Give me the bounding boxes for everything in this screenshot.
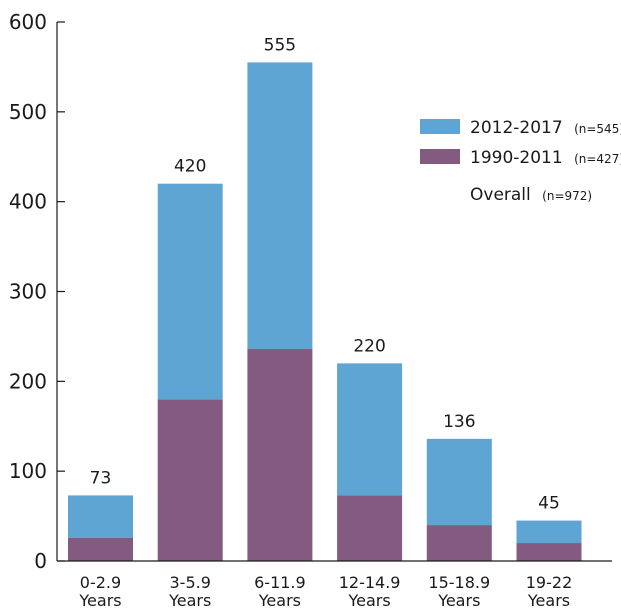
data-label-0-2-9: 73 [90, 468, 112, 488]
x-tick-label-line: Years [78, 591, 121, 610]
legend-entry-1990-2011: 1990-2011 (n=427) [470, 148, 621, 168]
x-tick-label-15-18-9: 15-18.9 Years [428, 573, 490, 610]
x-tick-label-line: 3-5.9 [169, 573, 210, 592]
bar-1990-2011-15-18-9 [426, 525, 492, 561]
bars [68, 62, 582, 561]
x-tick-label-line: 19-22 [526, 573, 573, 592]
data-labels: 73 420 555 220 136 45 [90, 35, 560, 513]
x-tick-label-line: Years [168, 591, 211, 610]
bar-2012-2017-19-22 [516, 520, 582, 544]
bar-2012-2017-0-2-9 [68, 495, 133, 538]
data-label-6-11-9: 555 [264, 35, 296, 55]
legend: 2012-2017 (n=545) 1990-2011 (n=427) Over… [420, 118, 621, 205]
bar-2012-2017-12-14-9 [337, 363, 403, 496]
legend-n-1990-2011: (n=427) [574, 152, 621, 166]
x-tick-label-line: Years [347, 591, 390, 610]
bar-1990-2011-6-11-9 [247, 348, 313, 561]
x-tick-label-6-11-9: 6-11.9 Years [254, 573, 306, 610]
x-tick-label-line: 15-18.9 [428, 573, 490, 592]
x-tick-label-line: 6-11.9 [254, 573, 306, 592]
y-tick-label-600: 600 [9, 10, 47, 34]
y-tick-label-100: 100 [9, 459, 47, 483]
bar-1990-2011-12-14-9 [337, 495, 403, 561]
legend-entry-overall: Overall (n=972) [470, 185, 592, 205]
bar-2012-2017-3-5-9 [157, 183, 223, 400]
data-label-15-18-9: 136 [443, 412, 475, 432]
legend-entry-2012-2017: 2012-2017 (n=545) [470, 118, 621, 138]
y-tick-label-400: 400 [9, 190, 47, 214]
x-tick-label-line: Years [527, 591, 570, 610]
bar-1990-2011-19-22 [516, 543, 582, 561]
x-tick-label-line: Years [437, 591, 480, 610]
bar-2012-2017-6-11-9 [247, 62, 313, 349]
x-tick-label-line: 12-14.9 [339, 573, 401, 592]
y-axis: 0 100 200 300 400 500 600 [9, 10, 65, 573]
legend-label-2012-2017: 2012-2017 [470, 118, 563, 138]
bar-2012-2017-15-18-9 [426, 438, 492, 526]
x-tick-label-line: 0-2.9 [80, 573, 121, 592]
data-label-12-14-9: 220 [353, 336, 385, 356]
data-label-3-5-9: 420 [174, 157, 206, 177]
x-tick-label-0-2-9: 0-2.9 Years [78, 573, 121, 610]
legend-n-2012-2017: (n=545) [574, 122, 621, 136]
y-tick-label-0: 0 [34, 549, 47, 573]
y-tick-label-200: 200 [9, 369, 47, 393]
x-tick-label-3-5-9: 3-5.9 Years [168, 573, 211, 610]
legend-label-overall: Overall [470, 185, 531, 205]
legend-swatch-2012-2017 [420, 119, 460, 134]
data-label-19-22: 45 [538, 494, 560, 514]
bar-1990-2011-0-2-9 [68, 537, 133, 561]
y-tick-label-500: 500 [9, 100, 47, 124]
y-tick-label-300: 300 [9, 280, 47, 304]
x-tick-label-line: Years [258, 591, 301, 610]
legend-swatch-1990-2011 [420, 149, 460, 164]
legend-n-overall: (n=972) [542, 189, 592, 203]
legend-label-1990-2011: 1990-2011 [470, 148, 563, 168]
x-tick-label-12-14-9: 12-14.9 Years [339, 573, 401, 610]
x-tick-label-19-22: 19-22 Years [526, 573, 573, 610]
bar-1990-2011-3-5-9 [157, 399, 223, 561]
